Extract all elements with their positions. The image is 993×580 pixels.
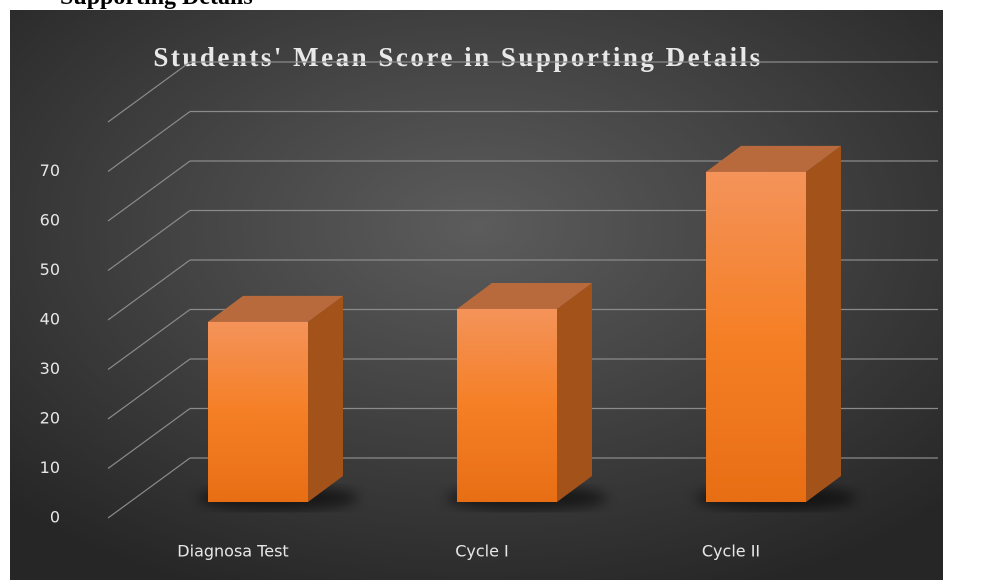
bar-side bbox=[308, 295, 343, 502]
grid-line bbox=[107, 309, 191, 370]
grid-line bbox=[107, 259, 191, 321]
bar bbox=[706, 171, 806, 502]
x-tick-label: Diagnosa Test bbox=[177, 542, 288, 561]
y-tick-label: 0 bbox=[50, 508, 60, 527]
grid-line bbox=[107, 160, 191, 222]
bar-top bbox=[706, 145, 841, 172]
bar-top bbox=[208, 295, 343, 322]
grid-line bbox=[107, 61, 191, 123]
bar-side bbox=[557, 282, 592, 502]
grid-line bbox=[107, 111, 191, 172]
x-tick-label: Cycle II bbox=[702, 542, 760, 561]
x-tick-label: Cycle I bbox=[455, 542, 509, 561]
y-tick-label: 30 bbox=[40, 359, 60, 378]
page-header: Supporting Details bbox=[60, 0, 253, 10]
grid-line bbox=[107, 457, 191, 519]
grid-line bbox=[107, 210, 191, 271]
bar bbox=[208, 321, 308, 502]
grid-line bbox=[107, 358, 191, 420]
bar bbox=[457, 308, 557, 502]
chart-title: Students' Mean Score in Supporting Detai… bbox=[153, 42, 762, 72]
y-tick-label: 60 bbox=[40, 211, 60, 230]
grid-line bbox=[107, 408, 191, 469]
y-tick-label: 20 bbox=[40, 409, 60, 428]
y-tick-label: 10 bbox=[40, 458, 60, 477]
y-tick-label: 40 bbox=[40, 310, 60, 329]
bar-side bbox=[806, 145, 841, 502]
y-tick-label: 70 bbox=[40, 161, 60, 180]
y-tick-label: 50 bbox=[40, 260, 60, 279]
bar-top bbox=[457, 282, 592, 309]
